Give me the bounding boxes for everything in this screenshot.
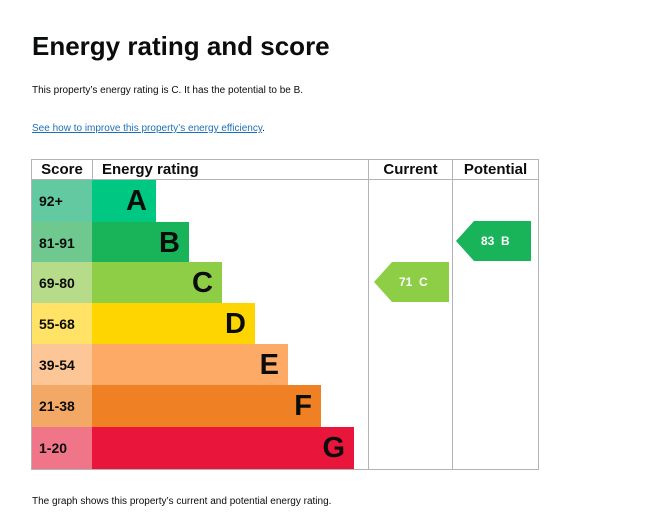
column-divider bbox=[368, 159, 369, 470]
chart-footnote: The graph shows this property’s current … bbox=[32, 496, 332, 507]
improve-efficiency-link[interactable]: See how to improve this property’s energ… bbox=[32, 123, 263, 134]
band-g: G bbox=[92, 427, 354, 469]
band-b: B bbox=[92, 222, 189, 264]
improve-line: See how to improve this property’s energ… bbox=[32, 122, 265, 135]
band-e: E bbox=[92, 344, 288, 386]
band-a: A bbox=[92, 180, 156, 222]
header-energy-rating: Energy rating bbox=[102, 161, 199, 178]
band-f: F bbox=[92, 385, 321, 427]
score-range-d: 55-68 bbox=[32, 303, 92, 345]
header-current: Current bbox=[383, 161, 438, 178]
energy-rating-chart: Score Energy rating Current Potential 92… bbox=[31, 159, 539, 470]
score-range-e: 39-54 bbox=[32, 344, 92, 386]
header-divider bbox=[31, 179, 539, 180]
column-divider bbox=[452, 159, 453, 470]
improve-link-suffix: . bbox=[262, 123, 265, 134]
column-divider bbox=[92, 159, 93, 180]
rating-summary: This property’s energy rating is C. It h… bbox=[32, 85, 304, 96]
chart-frame bbox=[31, 159, 539, 470]
score-range-a: 92+ bbox=[32, 180, 92, 222]
score-range-b: 81-91 bbox=[32, 222, 92, 264]
band-c: C bbox=[92, 262, 222, 304]
score-range-g: 1-20 bbox=[32, 427, 92, 469]
score-range-f: 21-38 bbox=[32, 385, 92, 427]
current-rating-arrow: 71 C bbox=[374, 262, 449, 302]
score-range-c: 69-80 bbox=[32, 262, 92, 304]
page-title: Energy rating and score bbox=[32, 31, 330, 61]
header-potential: Potential bbox=[463, 161, 528, 178]
potential-rating-arrow: 83 B bbox=[456, 221, 531, 261]
header-score: Score bbox=[41, 161, 83, 178]
band-d: D bbox=[92, 303, 255, 345]
